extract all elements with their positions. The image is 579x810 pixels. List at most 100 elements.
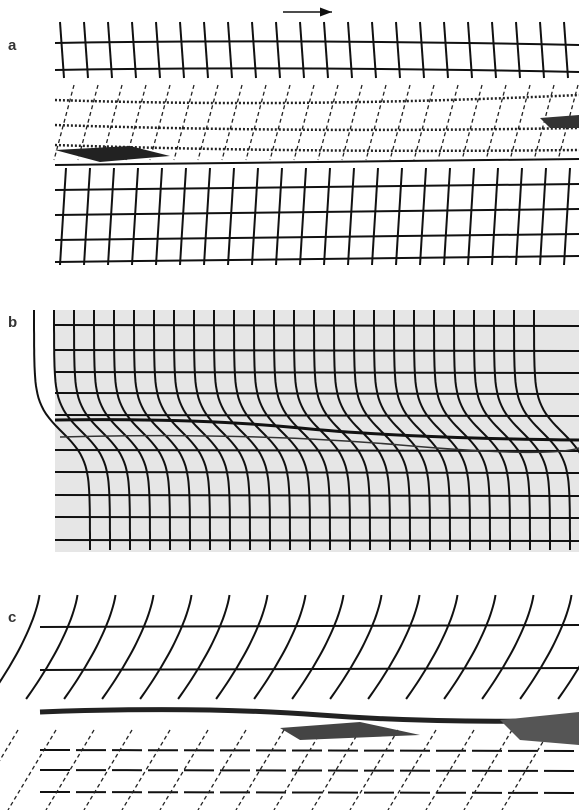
fragment <box>461 84 483 161</box>
fragment <box>413 84 435 161</box>
grid-line <box>227 21 233 79</box>
panel-label: c <box>8 609 16 626</box>
fragment <box>437 84 459 161</box>
grid-line <box>193 310 251 550</box>
grid-line <box>467 21 473 79</box>
grid-line <box>467 167 475 266</box>
grid-line <box>113 310 171 550</box>
grid-line <box>433 310 491 550</box>
grid-line <box>33 310 91 550</box>
fracture <box>39 707 579 724</box>
grid-line <box>73 310 131 550</box>
fragment <box>221 84 243 161</box>
fragment <box>425 729 475 810</box>
grid-line <box>54 40 579 46</box>
fracture <box>59 434 579 454</box>
grid-line <box>291 594 345 700</box>
grid-line <box>275 21 281 79</box>
grid-line <box>233 310 291 550</box>
panel-a <box>53 21 579 266</box>
panel-label: a <box>8 37 17 54</box>
grid-line <box>54 158 579 166</box>
fragment <box>83 729 133 810</box>
grid-line <box>101 594 155 700</box>
fragment <box>197 729 247 810</box>
grid-line <box>177 594 231 700</box>
grid-line <box>353 310 411 550</box>
grid-line <box>179 167 187 266</box>
fragment <box>293 84 315 161</box>
grid-line <box>213 310 271 550</box>
grid-line <box>371 21 377 79</box>
fragment <box>387 729 437 810</box>
grid-line <box>443 167 451 266</box>
grid-line <box>539 21 545 79</box>
grid-line <box>393 310 451 550</box>
grid-line <box>63 594 117 700</box>
panel-c <box>0 594 579 810</box>
panel-label: b <box>8 314 17 331</box>
grid-line <box>371 167 379 266</box>
fragment <box>53 84 75 161</box>
fragment <box>77 84 99 161</box>
grid-line <box>323 167 331 266</box>
grid-line <box>347 167 355 266</box>
panel-b <box>33 310 579 550</box>
grid-line <box>155 167 163 266</box>
grid-line <box>251 21 257 79</box>
grid-line <box>155 21 161 79</box>
grid-line <box>54 414 579 417</box>
grid-line <box>367 594 421 700</box>
fracture <box>54 123 579 132</box>
grid-line <box>253 310 311 550</box>
grid-line <box>251 167 259 266</box>
grid-line <box>275 167 283 266</box>
grid-line <box>515 21 521 79</box>
grid-line <box>179 21 185 79</box>
grid-line <box>253 594 307 700</box>
grid-line <box>173 310 231 550</box>
grid-line <box>83 167 91 266</box>
grid-line <box>93 310 151 550</box>
grid-line <box>273 310 331 550</box>
fragment <box>311 729 361 810</box>
grid-line <box>557 665 579 700</box>
grid-line <box>59 21 65 79</box>
grid-line <box>39 624 579 628</box>
fragment <box>159 729 209 810</box>
grid-line <box>323 21 329 79</box>
fragment <box>365 84 387 161</box>
grid-line <box>203 167 211 266</box>
grid-line <box>54 539 579 542</box>
grid-line <box>54 494 579 497</box>
grid-line <box>443 21 449 79</box>
grid-line <box>513 310 571 550</box>
fragment-dark <box>55 146 170 162</box>
grid-line <box>443 594 497 700</box>
grid-line <box>53 310 111 550</box>
fracture <box>54 418 579 442</box>
grid-line <box>0 594 41 684</box>
grid-line <box>131 167 139 266</box>
grid-line <box>54 67 579 73</box>
grid-line <box>215 594 269 700</box>
grid-line <box>563 167 571 266</box>
grid-line <box>519 594 573 700</box>
grid-line <box>54 371 579 374</box>
grid-line <box>405 594 459 700</box>
grid-line <box>153 310 211 550</box>
fragment <box>173 84 195 161</box>
fragment-dark <box>280 722 420 740</box>
grid-line <box>54 471 579 474</box>
grid-line <box>39 667 579 671</box>
grid-line <box>329 594 383 700</box>
grid-line <box>139 594 193 700</box>
fragment <box>341 84 363 161</box>
fragment <box>273 729 323 810</box>
grid-line <box>107 21 113 79</box>
grid-line <box>491 21 497 79</box>
fragment <box>245 84 267 161</box>
grid-line <box>563 21 569 79</box>
fragment-dark <box>500 712 579 745</box>
